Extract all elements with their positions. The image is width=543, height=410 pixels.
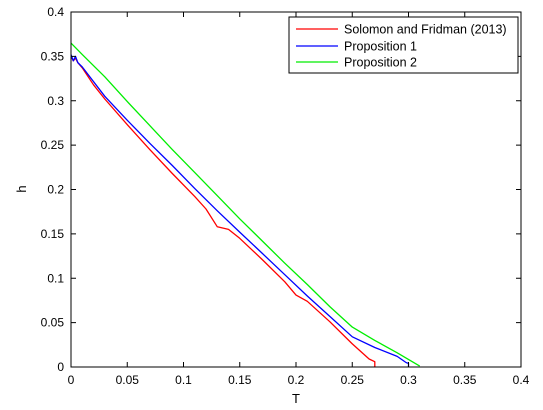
x-tick-label: 0.2 <box>288 373 305 387</box>
legend-box <box>288 16 519 74</box>
y-tick-label: 0.1 <box>47 271 64 285</box>
x-tick-label: 0 <box>68 373 75 387</box>
legend-label-proposition-2: Proposition 2 <box>344 56 417 70</box>
y-tick-label: 0.05 <box>41 316 65 330</box>
y-tick-label: 0.2 <box>47 183 64 197</box>
series-line-proposition-2 <box>70 42 421 367</box>
y-tick-label: 0.35 <box>41 49 65 63</box>
y-tick-label: 0.25 <box>41 138 65 152</box>
x-tick-label: 0.1 <box>175 373 192 387</box>
y-axis-label: h <box>14 185 29 192</box>
series-line-proposition-1 <box>70 54 410 367</box>
series-layer <box>70 42 421 367</box>
x-tick-label: 0.3 <box>400 373 417 387</box>
y-tick-label: 0 <box>57 360 64 374</box>
x-tick-label: 0.05 <box>116 373 140 387</box>
legend-label-solomon: Solomon and Fridman (2013) <box>344 23 507 37</box>
legend-label-proposition-1: Proposition 1 <box>344 40 417 54</box>
x-axis-label: T <box>292 391 300 406</box>
x-tick-label: 0.4 <box>513 373 530 387</box>
y-tick-label: 0.4 <box>47 5 64 19</box>
x-tick-label: 0.35 <box>453 373 477 387</box>
ticks-layer: 0 0.05 0.1 0.15 0.2 0.25 0.3 0.35 0.4 0 0.05 0.1 0.1… <box>41 5 530 387</box>
x-tick-label: 0.15 <box>228 373 252 387</box>
y-tick-label: 0.3 <box>47 94 64 108</box>
legend: Solomon and Fridman (2013) Proposition 1… <box>288 16 519 74</box>
y-tick-label: 0.15 <box>41 227 65 241</box>
x-tick-label: 0.25 <box>341 373 365 387</box>
plot-frame <box>70 11 522 368</box>
